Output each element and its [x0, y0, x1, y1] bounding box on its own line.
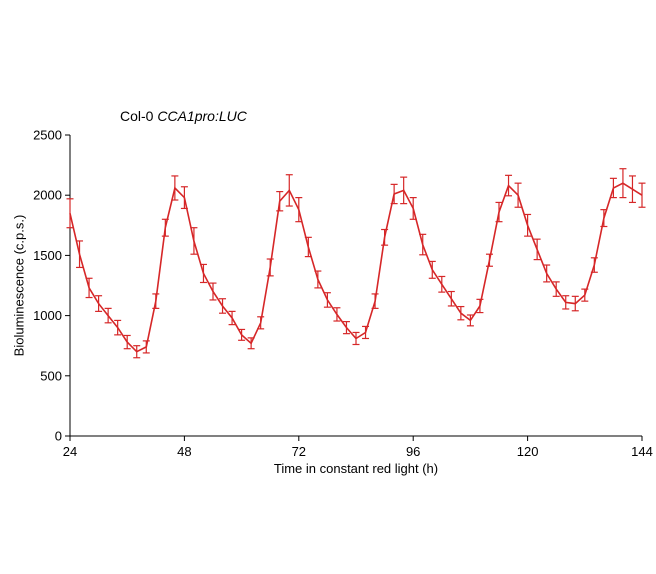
chart-title-italic: CCA1pro:LUC	[157, 108, 247, 124]
series-line	[69, 182, 643, 353]
error-bars	[66, 168, 646, 359]
x-tick-label: 120	[517, 444, 539, 459]
y-tick-label: 1000	[33, 308, 62, 323]
y-tick-label: 2000	[33, 188, 62, 203]
x-axis-label: Time in constant red light (h)	[274, 461, 438, 476]
y-axis-label: Bioluminescence (c.p.s.)	[11, 215, 26, 357]
y-tick-label: 500	[40, 368, 62, 383]
x-tick-label: 144	[631, 444, 653, 459]
chart-title: Col-0 CCA1pro:LUC	[120, 108, 247, 124]
y-tick-label: 0	[55, 429, 62, 444]
y-tick-label: 2500	[33, 128, 62, 143]
x-tick-label: 72	[292, 444, 306, 459]
y-tick-label: 1500	[33, 248, 62, 263]
x-tick-label: 24	[63, 444, 77, 459]
axes: 0 500 1000 1500 2000 2500 24 48 72 96 120 144	[33, 128, 653, 460]
x-tick-label: 96	[406, 444, 420, 459]
x-tick-label: 48	[177, 444, 191, 459]
